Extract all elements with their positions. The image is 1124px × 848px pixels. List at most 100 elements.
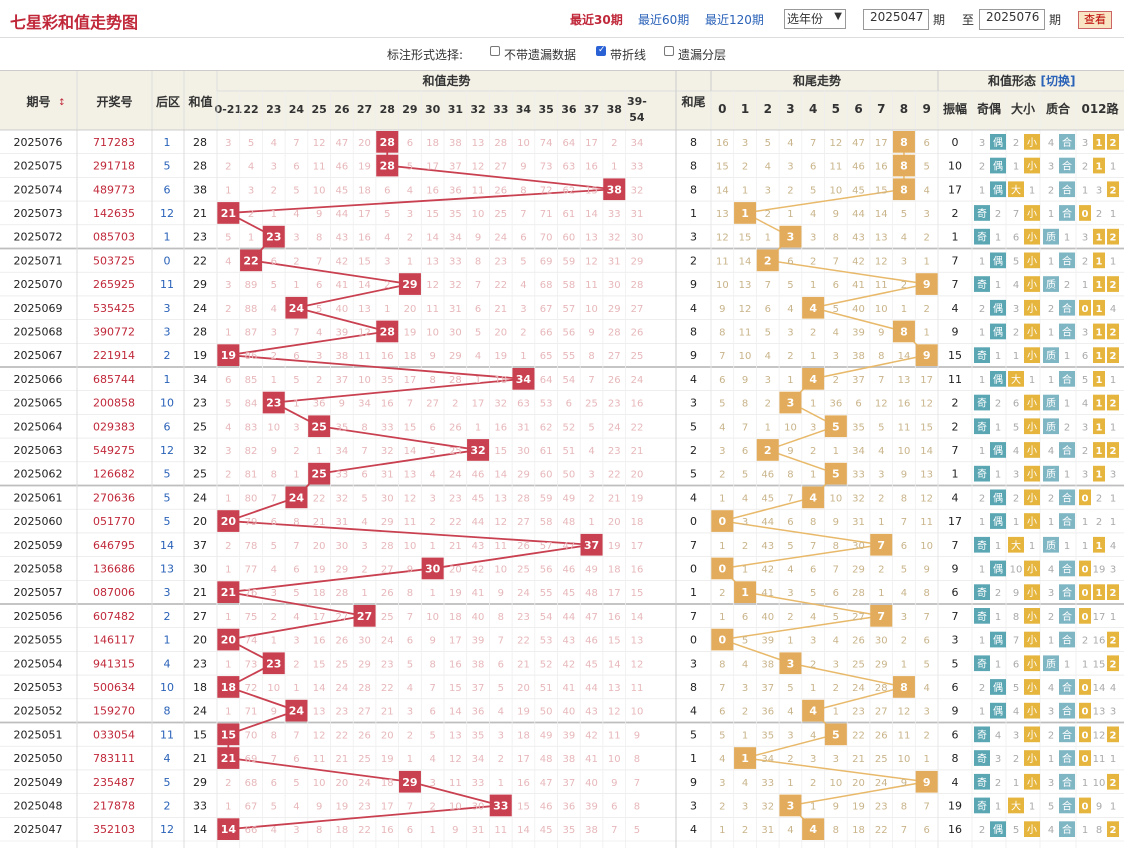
sum-miss-value: 74	[245, 636, 258, 647]
tail-miss-value: 7	[833, 564, 839, 575]
option-no-miss-checkbox[interactable]	[490, 46, 500, 56]
big-small-badge	[1024, 228, 1040, 245]
tail-miss-value: 6	[742, 446, 748, 457]
route-012-badge	[1079, 750, 1091, 766]
big-small-badge	[1024, 679, 1040, 695]
odd-even-miss: 2	[979, 162, 985, 173]
route-012-badge-text: 1	[1096, 470, 1103, 481]
tail-hit-cell	[779, 794, 802, 817]
numbers-cell: 390772	[93, 325, 135, 338]
sum-miss-value: 28	[517, 493, 530, 504]
tail-value-cell: 1	[690, 586, 697, 599]
odd-even-miss: 1	[979, 707, 985, 718]
option-line-checkbox[interactable]	[596, 45, 606, 56]
sum-miss-value: 4	[271, 564, 277, 575]
route-012-badge	[1093, 418, 1105, 435]
sum-miss-value: 6	[475, 304, 481, 315]
sum-miss-value: 25	[585, 399, 598, 410]
row-bg	[0, 509, 1124, 533]
sum-miss-value: 6	[407, 825, 413, 836]
route-012-badge-text: 2	[1110, 351, 1117, 362]
sum-hit-cell	[217, 510, 240, 532]
sum-miss-value: 26	[358, 730, 371, 741]
numbers-cell: 126682	[93, 468, 135, 481]
link-recent-120[interactable]: 最近120期	[705, 13, 764, 27]
sum-miss-value: 48	[585, 588, 598, 599]
route-012-badge	[1107, 276, 1119, 292]
sum-hit-value: 38	[607, 183, 622, 196]
odd-even-badge	[974, 205, 990, 221]
sum-miss-value: 64	[562, 138, 575, 149]
period-cell: 2025073	[14, 207, 63, 220]
prime-composite-badge-text: 合	[1062, 728, 1072, 741]
tail-miss-value: 2	[923, 233, 929, 244]
sum-miss-value: 50	[540, 707, 553, 718]
sum-miss-value: 1	[248, 233, 254, 244]
tail-value-cell: 8	[690, 325, 697, 338]
period-cell: 2025048	[14, 799, 63, 812]
sum-miss-value: 1	[588, 517, 594, 528]
tail-hit-cell	[779, 225, 802, 248]
big-small-badge-text: 小	[1027, 635, 1037, 647]
tail-miss-value: 4	[742, 659, 748, 670]
big-small-badge-text: 小	[1027, 658, 1037, 670]
sum-miss-value: 9	[429, 636, 435, 647]
odd-even-badge-text: 奇	[977, 278, 987, 291]
sum-miss-value: 18	[494, 375, 507, 386]
year-select[interactable]: 选年份 ▼	[784, 9, 846, 29]
query-button[interactable]: 查看	[1078, 11, 1112, 29]
tail-miss-value: 5	[878, 422, 884, 433]
tail-miss-value: 4	[719, 422, 725, 433]
option-layer-checkbox[interactable]	[664, 46, 674, 56]
sum-miss-value: 5	[271, 801, 277, 812]
sum-miss-value: 34	[335, 446, 348, 457]
sort-icon[interactable]: ↕	[58, 98, 66, 108]
from-period-input[interactable]: 2025047	[863, 9, 929, 30]
prime-composite-miss: 4	[1048, 138, 1054, 149]
tail-miss-value: 18	[852, 825, 865, 836]
sum-value-cell: 25	[193, 420, 207, 433]
back-zone-cell: 5	[164, 468, 171, 481]
odd-even-badge-text: 奇	[977, 610, 987, 623]
amplitude-cell: 6	[952, 728, 959, 741]
route-012-miss: 2	[1082, 256, 1088, 267]
sum-miss-value: 30	[358, 636, 371, 647]
odd-even-miss: 1	[995, 351, 1001, 362]
sum-miss-value: 6	[316, 280, 322, 291]
sum-miss-value: 5	[225, 399, 231, 410]
route-012-miss: 4	[1110, 541, 1116, 552]
sum-miss-value: 27	[631, 304, 644, 315]
sum-miss-value: 48	[562, 517, 575, 528]
sum-miss-value: 42	[472, 564, 485, 575]
sum-miss-value: 18	[404, 351, 417, 362]
switch-link[interactable]: [切换]	[1041, 73, 1076, 88]
route-012-badge	[1107, 655, 1119, 672]
link-recent-30[interactable]: 最近30期	[570, 13, 623, 27]
route-012-badge-text: 0	[1082, 683, 1089, 694]
route-012-badge-text: 2	[1110, 730, 1117, 741]
link-recent-60[interactable]: 最近60期	[638, 13, 690, 27]
option-line-label: 带折线	[610, 48, 647, 62]
sum-miss-value: 54	[562, 375, 575, 386]
to-period-input[interactable]: 2025076	[979, 9, 1045, 30]
tail-miss-value: 3	[787, 730, 793, 741]
from-period-label: 期	[933, 13, 946, 27]
sum-miss-value: 17	[358, 209, 371, 220]
tail-miss-value: 39	[852, 327, 865, 338]
big-small-badge-text: 大	[1011, 539, 1021, 552]
tail-value-cell: 7	[690, 539, 697, 552]
sum-miss-value: 3	[407, 707, 413, 718]
route-012-badge-text: 1	[1096, 351, 1103, 362]
tail-miss-value: 21	[852, 754, 865, 765]
tail-miss-value: 1	[810, 399, 816, 410]
tail-miss-value: 11	[739, 327, 752, 338]
tail-miss-value: 26	[852, 636, 865, 647]
sum-value-cell: 23	[193, 231, 207, 244]
tail-miss-value: 5	[765, 138, 771, 149]
odd-even-badge	[974, 655, 990, 672]
tail-miss-value: 6	[787, 256, 793, 267]
sum-hit-cell	[217, 747, 240, 769]
tail-miss-value: 3	[765, 375, 771, 386]
big-small-badge-text: 小	[1027, 587, 1037, 599]
sum-miss-value: 2	[293, 446, 299, 457]
